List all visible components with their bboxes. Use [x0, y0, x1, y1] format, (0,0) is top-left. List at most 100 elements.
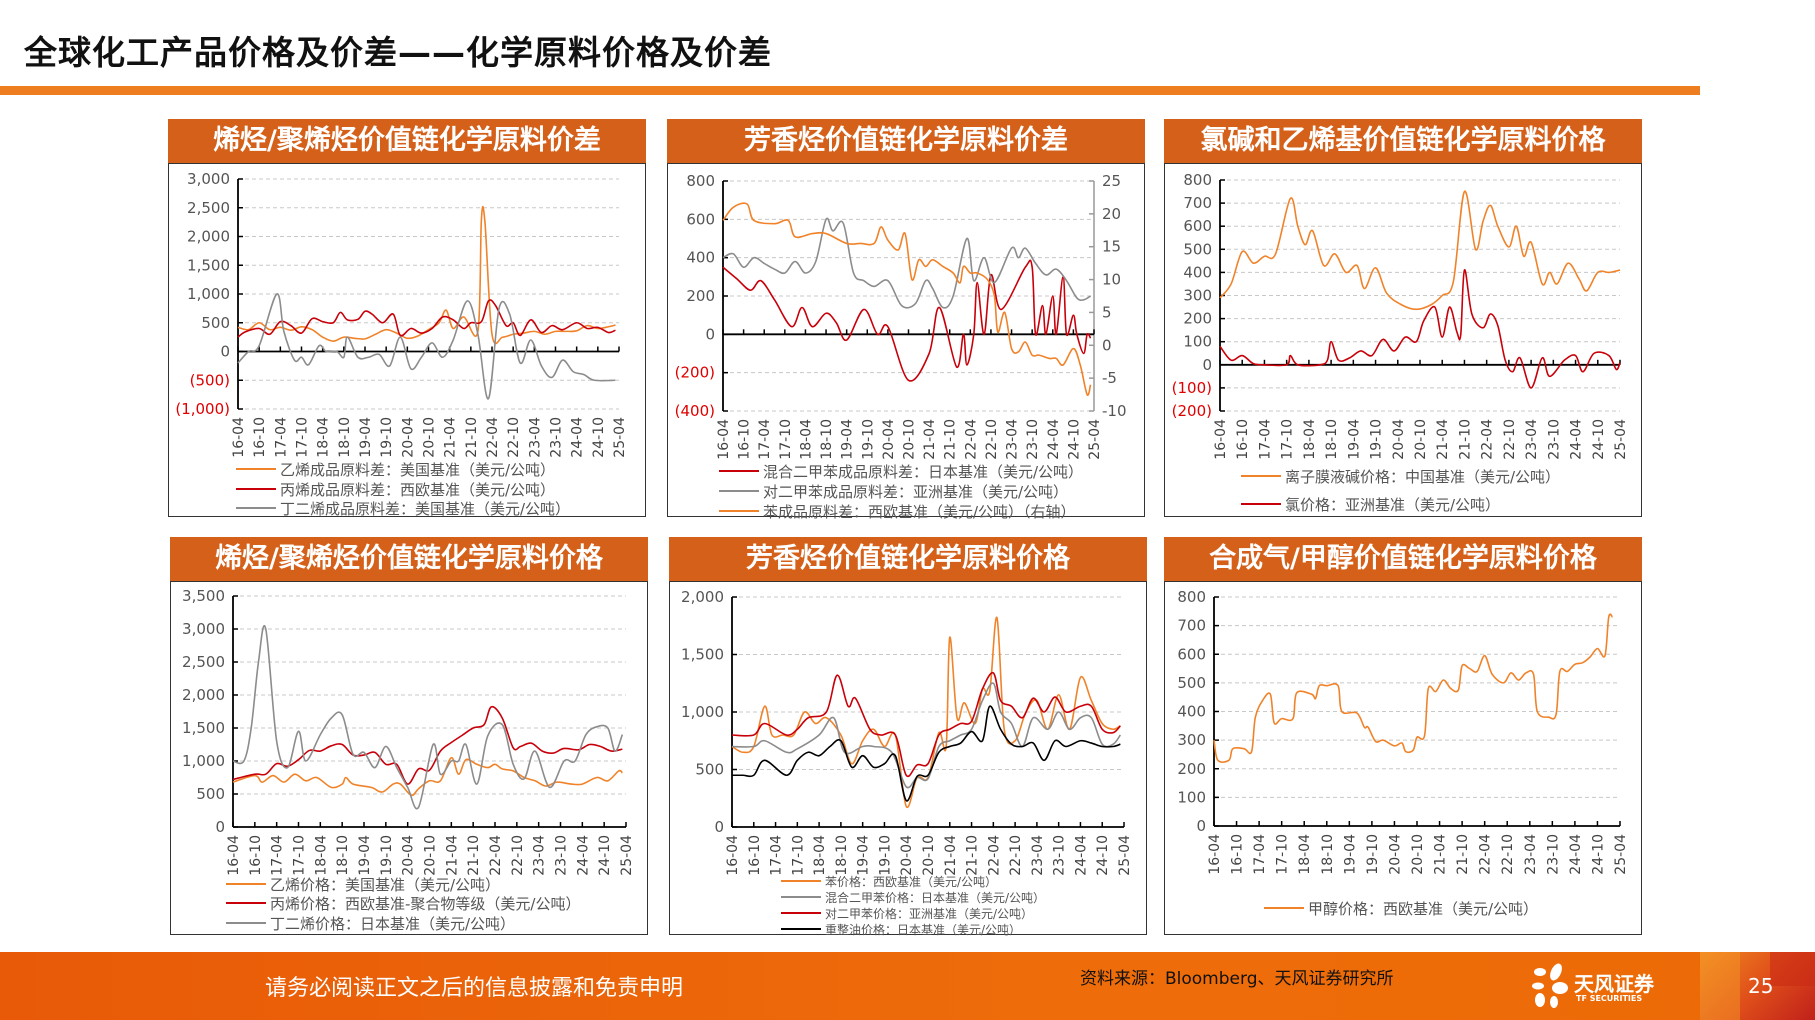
y-tick-label: 400 — [1177, 703, 1206, 721]
x-tick-label: 17-04 — [769, 835, 785, 876]
chart-svg: 800 700 600 500 400 300 200 100 0 (100) (200)16-04… — [1172, 171, 1629, 460]
series-line-3 — [237, 293, 616, 400]
chart-panel-aromatic-price: 芳香烃价值链化学原料价格 2,000 1,500 1,000 500 0 16-04 16-1… — [669, 537, 1147, 937]
y-tick-label: (500) — [190, 371, 230, 389]
y2-tick-label: 5 — [1102, 303, 1112, 321]
legend-label: 甲醇价格：西欧基准（美元/公吨） — [1308, 899, 1539, 918]
y-tick-label: 500 — [695, 761, 724, 779]
x-tick-label: 20-04 — [401, 835, 417, 876]
series-line-2 — [237, 299, 616, 338]
legend-swatch — [781, 912, 821, 915]
x-tick-label: 20-04 — [881, 419, 897, 460]
y-tick-label: 500 — [1177, 674, 1206, 692]
chart-panel-methanol-price: 合成气/甲醇价值链化学原料价格 800 700 600 500 400 300 200 100 0… — [1164, 537, 1642, 935]
legend-swatch — [719, 490, 759, 492]
footer: 请务必阅读正文之后的信息披露和免责申明 资料来源：Bloomberg、天风证券研… — [0, 952, 1815, 1020]
x-tick-label: 16-10 — [737, 419, 753, 460]
legend-item: 苯价格：西欧基准（美元/公吨） — [781, 873, 997, 890]
x-tick-label: 21-04 — [943, 835, 959, 876]
x-tick-label: 19-04 — [358, 417, 374, 458]
legend-item: 苯成品原料差：西欧基准（美元/公吨）（右轴） — [719, 501, 1076, 522]
x-tick-label: 16-10 — [747, 835, 763, 876]
x-tick-label: 18-04 — [1297, 834, 1313, 875]
y-tick-label: 800 — [1183, 171, 1212, 189]
x-tick-label: 18-04 — [313, 835, 329, 876]
x-tick-label: 21-10 — [466, 835, 482, 876]
legend-label: 混合二甲苯价格：日本基准（美元/公吨） — [825, 890, 1046, 905]
x-tick-label: 22-10 — [1500, 834, 1516, 875]
series-line-2 — [1219, 269, 1621, 389]
y-tick-label: 1,500 — [681, 646, 724, 664]
series-line-2 — [731, 682, 1122, 789]
y2-tick-label: 10 — [1102, 271, 1121, 289]
chart-title: 烯烃/聚烯烃价值链化学原料价格 — [170, 537, 648, 581]
x-tick-label: 18-10 — [834, 835, 850, 876]
x-tick-label: 23-10 — [1545, 834, 1561, 875]
x-tick-label: 21-10 — [464, 417, 480, 458]
y-tick-label: 300 — [1183, 287, 1212, 305]
y-tick-label: 200 — [1183, 310, 1212, 328]
footer-square — [1700, 952, 1740, 1020]
y-tick-label: 0 — [705, 325, 715, 343]
y-tick-label: 500 — [196, 785, 225, 803]
chart-title: 烯烃/聚烯烃价值链化学原料价差 — [168, 119, 646, 163]
x-tick-label: 17-10 — [1275, 834, 1291, 875]
x-tick-label: 18-10 — [1320, 834, 1336, 875]
x-tick-label: 22-10 — [506, 417, 522, 458]
y-tick-label: 300 — [1177, 731, 1206, 749]
x-tick-label: 25-04 — [1613, 834, 1629, 875]
legend-label: 丁二烯成品原料差：美国基准（美元/公吨） — [280, 499, 571, 518]
x-tick-label: 24-10 — [597, 835, 613, 876]
x-tick-label: 22-10 — [1502, 419, 1518, 460]
x-tick-label: 24-04 — [575, 835, 591, 876]
x-tick-label: 24-10 — [1590, 834, 1606, 875]
y-tick-label: (400) — [675, 402, 715, 420]
y-tick-label: 600 — [686, 210, 715, 228]
x-tick-label: 22-04 — [1480, 419, 1496, 460]
x-tick-label: 24-04 — [1569, 419, 1585, 460]
title-divider — [0, 86, 1700, 95]
company-logo: 天风证券 TF SECURITIES — [1530, 962, 1670, 1012]
x-tick-label: 20-04 — [899, 835, 915, 876]
chart-body: 800 700 600 500 400 300 200 100 0 (100) (200) 16-04… — [1164, 163, 1642, 517]
legend-swatch — [719, 470, 759, 472]
chart-title: 合成气/甲醇价值链化学原料价格 — [1164, 537, 1642, 581]
chart-panel-olefin-spread: 烯烃/聚烯烃价值链化学原料价差 3,000 2,500 2,000 1,500 1,000… — [168, 119, 646, 518]
source-text: 资料来源：Bloomberg、天风证券研究所 — [1080, 969, 1394, 989]
x-tick-label: 20-04 — [400, 417, 416, 458]
series-line-3 — [722, 202, 1092, 396]
page-title: 全球化工产品价格及价差——化学原料价格及价差 — [24, 33, 772, 72]
legend-swatch — [226, 883, 266, 885]
x-tick-label: 18-10 — [337, 417, 353, 458]
y2-tick-label: 0 — [1102, 336, 1112, 354]
x-tick-label: 16-10 — [1230, 834, 1246, 875]
legend-swatch — [226, 902, 266, 904]
legend-label: 丙烯成品原料差：西欧基准（美元/公吨） — [280, 480, 556, 499]
x-tick-label: 16-10 — [252, 417, 268, 458]
x-tick-label: 21-04 — [444, 835, 460, 876]
x-tick-label: 18-10 — [335, 835, 351, 876]
legend-item: 丙烯价格：西欧基准-聚合物等级（美元/公吨） — [226, 893, 580, 914]
series-line-1 — [1219, 190, 1621, 311]
legend-swatch — [781, 880, 821, 883]
legend-label: 重整油价格：日本基准（美元/公吨） — [825, 922, 1022, 937]
x-tick-label: 22-10 — [984, 419, 1000, 460]
series-line-3 — [731, 671, 1121, 778]
x-tick-label: 23-04 — [527, 417, 543, 458]
x-tick-label: 20-10 — [902, 419, 918, 460]
x-tick-label: 16-04 — [725, 835, 741, 876]
legend-item: 乙烯成品原料差：美国基准（美元/公吨） — [236, 459, 555, 480]
x-tick-label: 17-10 — [1280, 419, 1296, 460]
y-tick-label: 0 — [1202, 356, 1212, 374]
chart-svg: 3,500 3,000 2,500 2,000 1,500 1,000 500 016-04 1… — [182, 587, 635, 876]
y-tick-label: (1,000) — [175, 400, 230, 418]
y-tick-label: 3,500 — [182, 587, 225, 605]
y-tick-label: 400 — [686, 249, 715, 267]
x-tick-label: 18-10 — [1324, 419, 1340, 460]
x-tick-label: 20-10 — [921, 835, 937, 876]
legend-swatch — [236, 468, 276, 470]
x-tick-label: 17-04 — [273, 417, 289, 458]
y2-tick-label: 25 — [1102, 172, 1121, 190]
x-tick-label: 22-10 — [510, 835, 526, 876]
x-tick-label: 19-10 — [379, 417, 395, 458]
